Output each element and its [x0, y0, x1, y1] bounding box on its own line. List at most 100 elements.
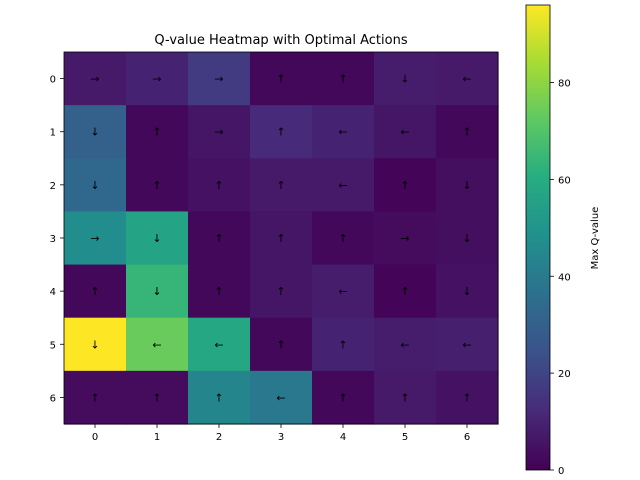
action-arrow-r5-c5: ←: [400, 338, 409, 351]
action-arrow-r2-c2: ↑: [214, 179, 223, 192]
action-arrow-r1-c4: ←: [338, 126, 347, 139]
action-arrow-r6-c5: ↑: [400, 391, 409, 404]
x-axis-ticks: 0 1 2 3 4 5 6: [92, 423, 470, 443]
heatmap-cell-r6-c6: [436, 370, 499, 425]
action-arrow-r2-c3: ↑: [276, 179, 285, 192]
action-arrow-r0-c0: →: [90, 73, 99, 86]
heatmap-cell-r5-c4: [312, 317, 375, 372]
colorbar-tick-label-80: 80: [558, 79, 571, 90]
x-tick-label-0: 0: [92, 432, 98, 443]
action-arrow-r3-c6: ↓: [462, 232, 471, 245]
action-arrow-r6-c2: ↑: [214, 391, 223, 404]
y-axis-ticks: 0 1 2 3 4 5 6: [50, 75, 64, 404]
heatmap-cell-r5-c5: [374, 317, 437, 372]
x-tick-label-1: 1: [154, 432, 160, 443]
heatmap-cell-r3-c6: [436, 211, 499, 266]
heatmap-cell-r3-c4: [312, 211, 375, 266]
action-arrow-r4-c2: ↑: [214, 285, 223, 298]
action-arrow-r5-c2: ←: [214, 338, 223, 351]
x-tick-label-6: 6: [464, 432, 470, 443]
action-arrow-r5-c0: ↓: [90, 338, 99, 351]
action-arrow-r6-c0: ↑: [90, 391, 99, 404]
heatmap-cell-r1-c1: [126, 105, 189, 159]
action-arrow-r0-c2: →: [214, 73, 223, 86]
heatmap-cell-r1-c3: [250, 105, 313, 159]
action-arrow-r6-c6: ↑: [462, 391, 471, 404]
heatmap-cell-r3-c3: [250, 211, 313, 266]
x-tick-label-3: 3: [278, 432, 284, 443]
heatmap-cell-r3-c0: [64, 211, 127, 266]
action-arrow-r4-c6: ↓: [462, 285, 471, 298]
heatmap-cell-r1-c2: [188, 105, 251, 159]
heatmap-cell-r3-c1: [126, 211, 189, 266]
heatmap-cell-r6-c2: [188, 370, 251, 425]
heatmap-cell-r5-c3: [250, 317, 313, 372]
heatmap-cell-r2-c5: [374, 158, 437, 213]
y-tick-label-5: 5: [50, 340, 56, 351]
heatmap-cell-r6-c0: [64, 370, 127, 425]
heatmap-cell-r5-c2: [188, 317, 251, 372]
heatmap-cell-r6-c5: [374, 370, 437, 425]
x-tick-label-4: 4: [340, 432, 346, 443]
action-arrow-r2-c6: ↓: [462, 179, 471, 192]
heatmap-cell-r0-c3: [250, 52, 313, 106]
action-arrow-r3-c3: ↑: [276, 232, 285, 245]
heatmap-cell-r4-c3: [250, 264, 313, 319]
heatmap-cell-r2-c1: [126, 158, 189, 213]
action-labels: → → → ↑ ↑ ↓ ← ↓ ↑ → ↑ ← ← ↑ ↓ ↑ ↑ ↑ ← ↑ ↓ → ↓ ↑ ↑ ↑ → ↓ ↑ ↓ ↑ ↑ ← ↑ ↓ ↓ ← ← ↑ ↑…: [90, 73, 471, 405]
action-arrow-r3-c2: ↑: [214, 232, 223, 245]
heatmap-cell-r5-c1: [126, 317, 189, 372]
heatmap-cell-r2-c3: [250, 158, 313, 213]
action-arrow-r4-c0: ↑: [90, 285, 99, 298]
chart-title: Q-value Heatmap with Optimal Actions: [154, 33, 407, 48]
action-arrow-r2-c4: ←: [338, 179, 347, 192]
action-arrow-r1-c1: ↑: [152, 126, 161, 139]
heatmap-cell-r2-c6: [436, 158, 499, 213]
heatmap-cell-r4-c1: [126, 264, 189, 319]
heatmap-cell-r4-c4: [312, 264, 375, 319]
action-arrow-r4-c5: ↑: [400, 285, 409, 298]
heatmap-cells: [64, 52, 499, 425]
heatmap-cell-r1-c4: [312, 105, 375, 159]
action-arrow-r6-c1: ↑: [152, 391, 161, 404]
heatmap-cell-r0-c6: [436, 52, 499, 106]
x-tick-label-5: 5: [402, 432, 408, 443]
colorbar-tick-label-40: 40: [558, 272, 571, 283]
heatmap-cell-r4-c2: [188, 264, 251, 319]
action-arrow-r4-c3: ↑: [276, 285, 285, 298]
heatmap-cell-r4-c6: [436, 264, 499, 319]
colorbar: [525, 4, 551, 471]
action-arrow-r1-c2: →: [214, 126, 223, 139]
action-arrow-r4-c1: ↓: [152, 285, 161, 298]
heatmap-cell-r0-c1: [126, 52, 189, 106]
action-arrow-r0-c3: ↑: [276, 73, 285, 86]
heatmap-cell-r6-c1: [126, 370, 189, 425]
action-arrow-r0-c5: ↓: [400, 73, 409, 86]
heatmap-cell-r2-c2: [188, 158, 251, 213]
action-arrow-r5-c4: ↑: [338, 338, 347, 351]
heatmap-cell-r6-c3: [250, 370, 313, 425]
y-tick-label-3: 3: [50, 234, 56, 245]
heatmap-cell-r1-c0: [64, 105, 127, 159]
action-arrow-r2-c0: ↓: [90, 179, 99, 192]
heatmap-cell-r1-c6: [436, 105, 499, 159]
colorbar-tick-label-60: 60: [558, 175, 571, 186]
action-arrow-r3-c5: →: [400, 232, 409, 245]
action-arrow-r6-c4: ↑: [338, 391, 347, 404]
action-arrow-r0-c4: ↑: [338, 73, 347, 86]
action-arrow-r1-c6: ↑: [462, 126, 471, 139]
heatmap-cell-r1-c5: [374, 105, 437, 159]
heatmap-cell-r5-c6: [436, 317, 499, 372]
action-arrow-r0-c1: →: [152, 73, 161, 86]
colorbar-tick-label-20: 20: [558, 369, 571, 380]
y-tick-label-0: 0: [50, 75, 56, 86]
heatmap-cell-r0-c2: [188, 52, 251, 106]
action-arrow-r4-c4: ←: [338, 285, 347, 298]
colorbar-ticks: 0 20 40 60 80: [550, 79, 571, 477]
action-arrow-r2-c1: ↑: [152, 179, 161, 192]
heatmap-cell-r0-c4: [312, 52, 375, 106]
heatmap-cell-r5-c0: [64, 317, 127, 372]
action-arrow-r5-c1: ←: [152, 338, 161, 351]
y-tick-label-4: 4: [50, 287, 56, 298]
